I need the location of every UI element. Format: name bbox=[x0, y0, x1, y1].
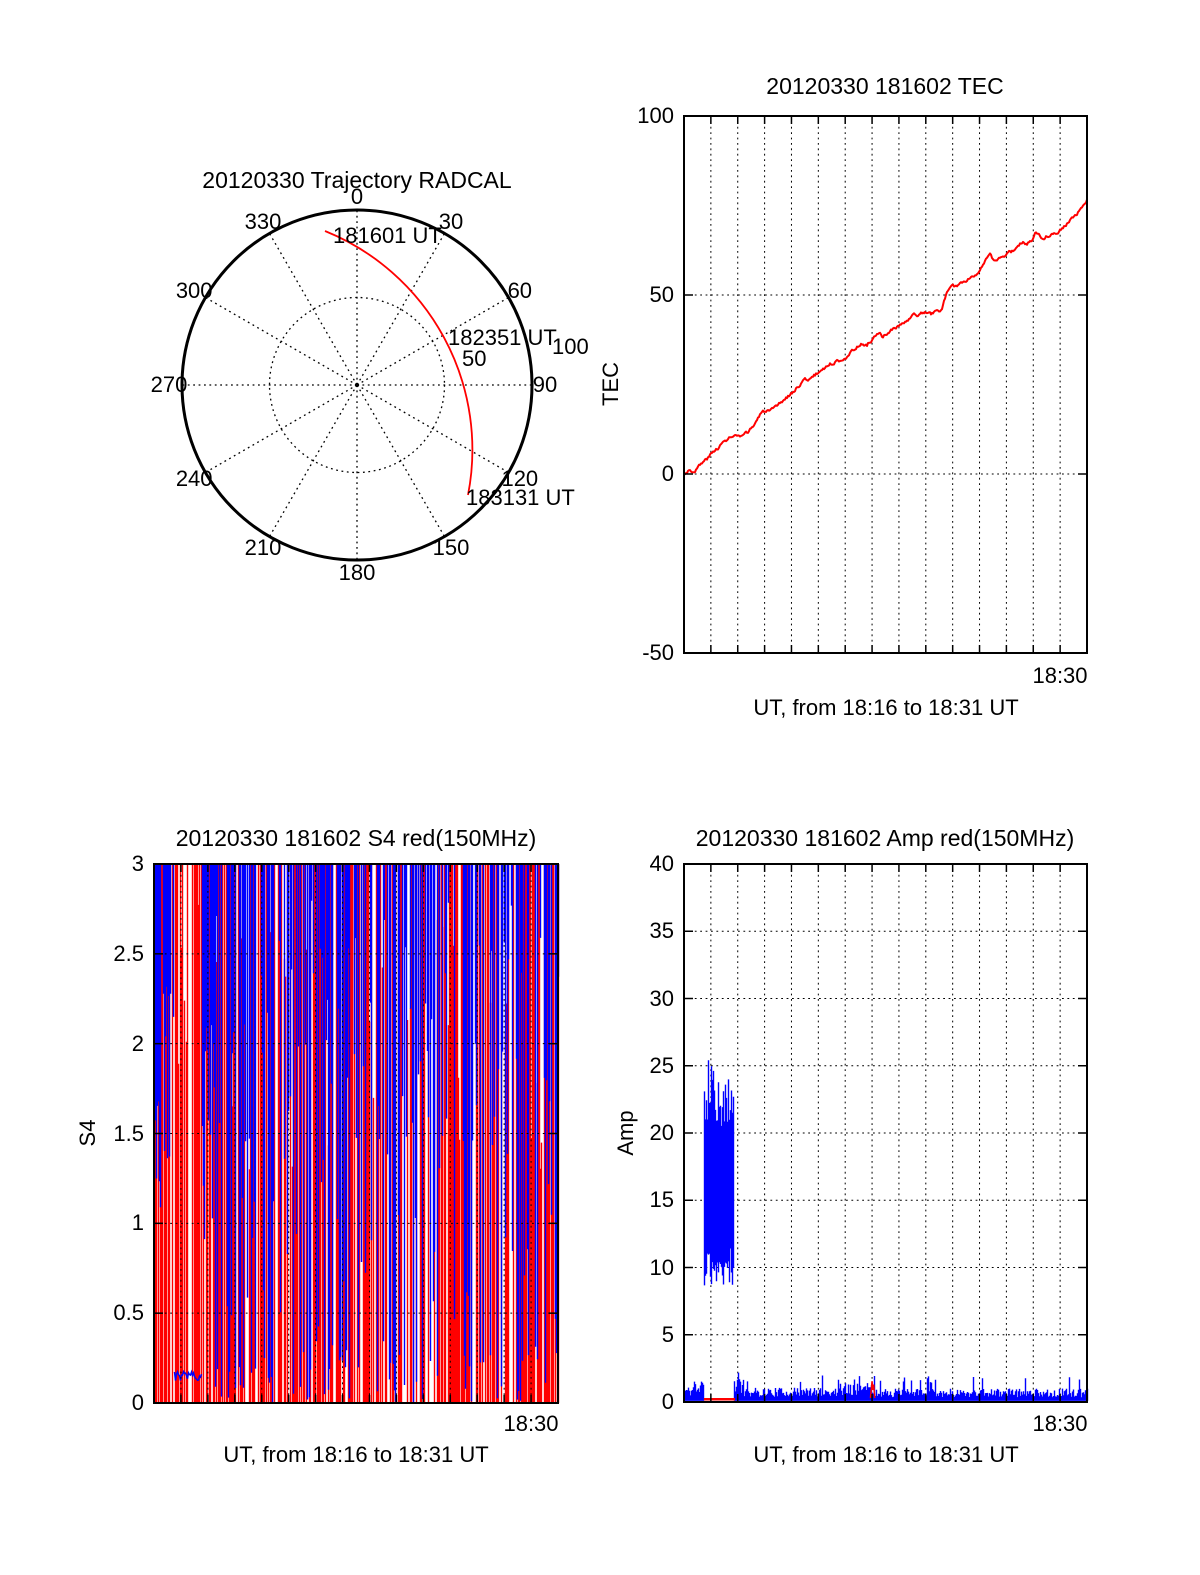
amp-y-tick-3: 25 bbox=[649, 1052, 674, 1078]
amp-x-tick-label: 18:30 bbox=[1032, 1411, 1088, 1436]
tec-y-tick-0: 100 bbox=[637, 102, 674, 128]
trajectory-mid-time-annotation: 182351 UT bbox=[448, 325, 557, 350]
polar-azimuth-label-120: 120 bbox=[501, 465, 539, 491]
tec-title: 20120330 181602 TEC bbox=[766, 73, 1004, 99]
tec-y-tick-3: -50 bbox=[642, 639, 674, 665]
s4-x-axis-label: UT, from 18:16 to 18:31 UT bbox=[223, 1442, 489, 1467]
tec-y-tick-2: 0 bbox=[661, 460, 674, 486]
polar-azimuth-label-240: 240 bbox=[175, 465, 213, 491]
polar-azimuth-label-90: 90 bbox=[532, 371, 558, 397]
polar-azimuth-label-210: 210 bbox=[244, 534, 282, 560]
s4-y-tick-1: 2.5 bbox=[113, 940, 144, 966]
amp-x-axis-label: UT, from 18:16 to 18:31 UT bbox=[753, 1442, 1019, 1467]
polar-azimuth-label-300: 300 bbox=[175, 277, 213, 303]
polar-azimuth-label-150: 150 bbox=[432, 534, 470, 560]
amp-title: 20120330 181602 Amp red(150MHz) bbox=[695, 825, 1075, 851]
tec-y-tick-1: 50 bbox=[649, 281, 674, 307]
polar-ring-label-100: 100 bbox=[552, 334, 589, 359]
amp-y-axis-label: Amp bbox=[612, 1110, 638, 1156]
polar-azimuth-label-180: 180 bbox=[338, 559, 376, 585]
trajectory-start-time-annotation: 181601 UT bbox=[333, 223, 442, 248]
tec-x-tick-label: 18:30 bbox=[1032, 663, 1088, 688]
polar-ring-label-50: 50 bbox=[462, 346, 487, 371]
s4-y-axis-label: S4 bbox=[74, 1119, 100, 1147]
polar-azimuth-label-30: 30 bbox=[438, 209, 464, 235]
tec-x-axis-label: UT, from 18:16 to 18:31 UT bbox=[753, 695, 1019, 720]
s4-y-tick-2: 2 bbox=[131, 1030, 144, 1056]
s4-y-tick-6: 0 bbox=[131, 1389, 144, 1415]
amp-y-tick-4: 20 bbox=[649, 1119, 674, 1145]
amp-y-tick-2: 30 bbox=[649, 985, 674, 1011]
trajectory-end-time-annotation: 183131 UT bbox=[466, 485, 575, 510]
amp-y-tick-0: 40 bbox=[649, 850, 674, 876]
s4-y-tick-5: 0.5 bbox=[113, 1300, 144, 1326]
polar-azimuth-label-330: 330 bbox=[244, 209, 282, 235]
polar-azimuth-label-270: 270 bbox=[150, 371, 188, 397]
s4-x-tick-label: 18:30 bbox=[503, 1411, 559, 1436]
amp-y-tick-1: 35 bbox=[649, 918, 674, 944]
s4-y-tick-4: 1 bbox=[131, 1210, 144, 1236]
polar-azimuth-label-60: 60 bbox=[507, 277, 533, 303]
amp-y-tick-7: 5 bbox=[661, 1321, 674, 1347]
amp-y-tick-5: 15 bbox=[649, 1187, 674, 1213]
polar-azimuth-label-0: 0 bbox=[350, 183, 364, 209]
s4-y-tick-3: 1.5 bbox=[113, 1120, 144, 1146]
amp-y-tick-6: 10 bbox=[649, 1254, 674, 1280]
tec-y-axis-label: TEC bbox=[597, 362, 623, 406]
polar-title: 20120330 Trajectory RADCAL bbox=[202, 167, 512, 193]
amp-y-tick-8: 0 bbox=[661, 1388, 674, 1414]
s4-title: 20120330 181602 S4 red(150MHz) bbox=[175, 825, 537, 851]
s4-y-tick-0: 3 bbox=[131, 850, 144, 876]
